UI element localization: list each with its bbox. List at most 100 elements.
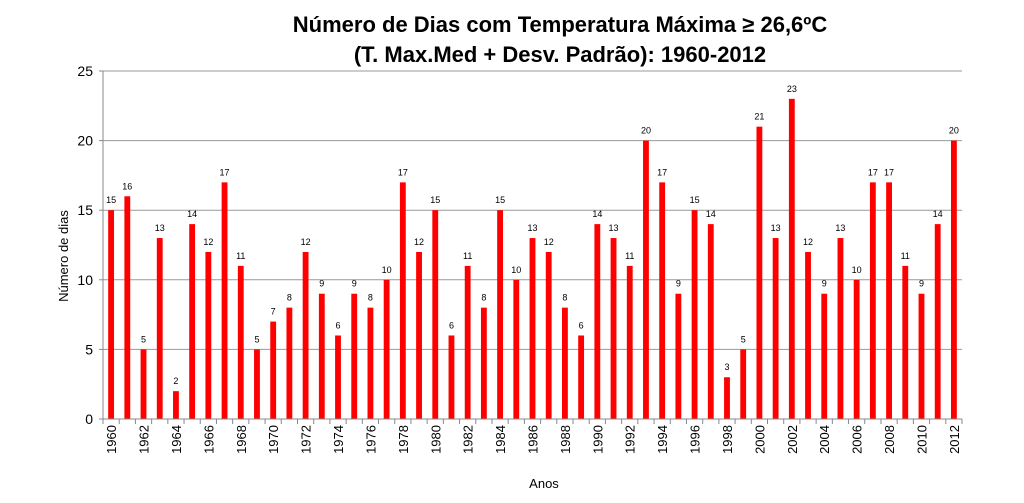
x-tick-label: 1996 xyxy=(688,425,703,454)
bar xyxy=(594,224,601,419)
bar xyxy=(659,182,666,419)
bar xyxy=(108,210,115,419)
bar-value-label: 14 xyxy=(706,209,716,219)
bar-series xyxy=(108,98,957,420)
bar-value-label: 20 xyxy=(641,126,651,136)
bar-value-label: 12 xyxy=(803,237,813,247)
bar-value-label: 15 xyxy=(495,195,505,205)
bar xyxy=(853,279,860,419)
x-tick-label: 1972 xyxy=(299,425,314,454)
x-tick-label: 2004 xyxy=(817,425,832,454)
bar xyxy=(529,238,536,419)
bar-value-label: 10 xyxy=(852,265,862,275)
bar xyxy=(189,224,196,419)
bar-value-label: 17 xyxy=(398,167,408,177)
bar-value-label: 5 xyxy=(254,334,259,344)
chart-subtitle: (T. Max.Med + Desv. Padrão): 1960-2012 xyxy=(353,42,767,67)
bar xyxy=(335,335,341,419)
bar-value-label: 13 xyxy=(835,223,845,233)
bar-value-label: 3 xyxy=(724,362,729,372)
chart-title: Número de Dias com Temperatura Máxima ≥ … xyxy=(292,12,828,37)
bar xyxy=(805,251,811,419)
bar-value-label: 9 xyxy=(676,279,681,289)
bar xyxy=(140,349,147,419)
bar xyxy=(821,293,828,419)
bar-value-label: 15 xyxy=(690,195,700,205)
bar-value-label: 11 xyxy=(236,251,245,261)
bar-value-label: 9 xyxy=(822,279,827,289)
bar xyxy=(464,265,471,419)
bar xyxy=(432,210,439,419)
bar xyxy=(950,140,957,419)
bar-value-label: 11 xyxy=(463,251,472,261)
bar xyxy=(869,182,876,419)
bar xyxy=(675,293,682,419)
x-tick-label: 1998 xyxy=(720,425,735,454)
bar xyxy=(886,182,892,419)
bar xyxy=(643,140,649,419)
bar xyxy=(772,238,779,419)
bar-value-label: 13 xyxy=(771,223,781,233)
y-axis-label: Número de dias xyxy=(56,210,71,302)
bar xyxy=(724,377,730,419)
x-tick-label: 2000 xyxy=(752,425,767,454)
x-tick-label: 1986 xyxy=(526,425,541,454)
bar-value-label: 14 xyxy=(933,209,943,219)
bar-value-label: 8 xyxy=(562,293,567,303)
bar-value-label: 5 xyxy=(141,334,146,344)
bar-value-label: 9 xyxy=(352,279,357,289)
y-tick-label: 5 xyxy=(85,341,93,357)
bar-value-label: 23 xyxy=(787,84,797,94)
bar-value-label: 11 xyxy=(625,251,634,261)
x-tick-label: 2012 xyxy=(947,425,962,454)
x-tick-label: 1980 xyxy=(428,425,443,454)
bar xyxy=(416,251,422,419)
x-tick-label: 2010 xyxy=(914,425,929,454)
bar xyxy=(578,335,585,419)
bar xyxy=(740,349,747,419)
y-tick-label: 15 xyxy=(77,202,93,218)
bar-value-label: 9 xyxy=(919,279,924,289)
bar xyxy=(561,307,568,419)
bar xyxy=(545,251,552,419)
bar xyxy=(383,279,390,419)
bar-value-label: 21 xyxy=(754,112,764,122)
bar xyxy=(351,293,358,419)
x-axis-label: Anos xyxy=(529,476,559,491)
bar-value-label: 15 xyxy=(106,195,116,205)
bar-value-label: 9 xyxy=(319,279,324,289)
bar xyxy=(221,182,228,419)
bar-value-label: 14 xyxy=(592,209,602,219)
bar-value-label: 8 xyxy=(287,293,292,303)
bar xyxy=(837,238,844,419)
bar xyxy=(788,98,795,419)
x-tick-label: 1990 xyxy=(590,425,605,454)
bar xyxy=(254,349,260,419)
bar-value-label: 6 xyxy=(336,320,341,330)
x-tick-label: 2006 xyxy=(850,425,865,454)
bar xyxy=(691,210,698,419)
bar xyxy=(173,391,179,419)
bar-value-label: 15 xyxy=(430,195,440,205)
bar-value-label: 13 xyxy=(155,223,165,233)
bar xyxy=(707,224,714,419)
bar xyxy=(124,196,131,419)
data-labels: 15 16 5 13 2 14 12 17 11 5 7 8 12 9 6 9 8 10 17 12 15 6 11 8 15 1… xyxy=(106,84,959,386)
x-tick-label: 1962 xyxy=(137,425,152,454)
bar-value-label: 17 xyxy=(884,167,894,177)
bar xyxy=(626,265,633,419)
bar xyxy=(399,182,406,419)
bar xyxy=(756,126,763,420)
bar xyxy=(302,251,309,419)
y-axis: 0 5 10 15 20 25 xyxy=(77,63,104,427)
x-tick-label: 1984 xyxy=(493,425,508,454)
x-tick-label: 1968 xyxy=(234,425,249,454)
bar xyxy=(934,224,941,419)
bar-value-label: 17 xyxy=(657,167,667,177)
x-tick-label: 1970 xyxy=(266,425,281,454)
bar-value-label: 7 xyxy=(271,307,276,317)
bar xyxy=(286,307,293,419)
bar xyxy=(480,307,487,419)
bar xyxy=(205,251,212,419)
y-tick-label: 20 xyxy=(77,133,93,149)
